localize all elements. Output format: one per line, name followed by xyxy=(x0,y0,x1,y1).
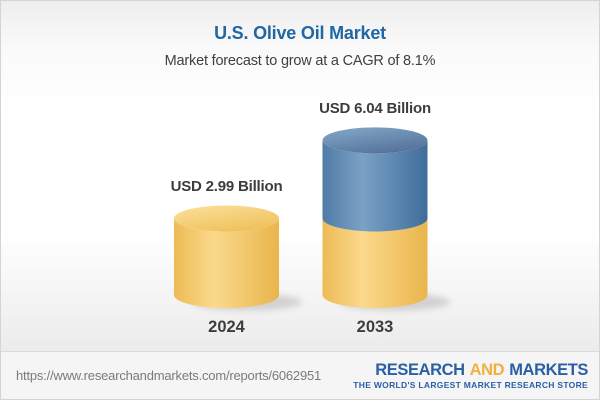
cylinder-bar-2033 xyxy=(322,127,451,311)
logo-word-and: AND xyxy=(469,360,505,379)
logo-tagline: THE WORLD'S LARGEST MARKET RESEARCH STOR… xyxy=(353,380,588,390)
research-and-markets-logo: RESEARCH AND MARKETS THE WORLD'S LARGEST… xyxy=(353,360,588,390)
chart-header: U.S. Olive Oil Market Market forecast to… xyxy=(1,23,599,69)
cylinder-bar-2024 xyxy=(174,205,302,311)
bar-value-label-2024: USD 2.99 Billion xyxy=(170,178,283,196)
axis-label-2033: 2033 xyxy=(356,318,394,336)
report-url-link[interactable]: https://www.researchandmarkets.com/repor… xyxy=(16,368,322,383)
footer-bar: https://www.researchandmarkets.com/repor… xyxy=(1,351,599,399)
logo-word-markets: MARKETS xyxy=(509,360,588,379)
page-title: U.S. Olive Oil Market xyxy=(214,23,386,43)
logo-wordmark: RESEARCH AND MARKETS xyxy=(375,360,588,379)
axis-label-2024: 2024 xyxy=(208,318,245,336)
page-subtitle: Market forecast to grow at a CAGR of 8.1… xyxy=(164,53,436,69)
bar-value-label-2033: USD 6.04 Billion xyxy=(319,100,431,118)
logo-word-research: RESEARCH xyxy=(375,360,465,379)
